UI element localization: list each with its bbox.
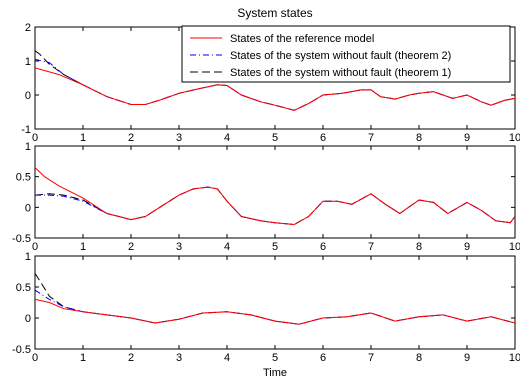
series-line-reference bbox=[35, 167, 515, 226]
x-tick-label: 5 bbox=[272, 352, 278, 364]
legend-label-theorem2: States of the system without fault (theo… bbox=[230, 50, 451, 62]
plot-area bbox=[34, 255, 516, 350]
y-tick-label: -0.5 bbox=[12, 233, 31, 245]
x-axis-label: Time bbox=[263, 367, 287, 378]
x-tick-label: 6 bbox=[320, 132, 326, 144]
y-tick-label: 0 bbox=[25, 313, 31, 325]
y-tick-label: 0.5 bbox=[16, 282, 31, 294]
x-tick-label: 6 bbox=[320, 352, 326, 364]
plot-area bbox=[34, 145, 516, 239]
x-tick-label: 4 bbox=[224, 132, 230, 144]
x-tick-label: 10 bbox=[509, 132, 520, 144]
x-tick-label: 10 bbox=[509, 352, 520, 364]
x-tick-label: 8 bbox=[416, 132, 422, 144]
x-tick-label: 10 bbox=[509, 241, 520, 253]
x-tick-label: 0 bbox=[32, 352, 38, 364]
legend-box bbox=[181, 25, 511, 83]
x-tick-label: 4 bbox=[224, 352, 230, 364]
figure-title: System states bbox=[237, 6, 312, 20]
y-tick-label: 0 bbox=[25, 202, 31, 214]
x-tick-label: 3 bbox=[176, 132, 182, 144]
x-tick-label: 1 bbox=[80, 132, 86, 144]
y-tick-label: 1 bbox=[25, 56, 31, 68]
x-tick-label: 1 bbox=[80, 241, 86, 253]
y-tick-label: 2 bbox=[25, 22, 31, 34]
legend-label-reference: States of the reference model bbox=[230, 33, 374, 45]
y-tick-label: 0.5 bbox=[16, 172, 31, 184]
x-tick-label: 9 bbox=[464, 352, 470, 364]
legend-label-theorem1: States of the system without fault (theo… bbox=[230, 67, 451, 79]
y-tick-label: 1 bbox=[25, 251, 31, 263]
x-tick-label: 7 bbox=[368, 132, 374, 144]
y-tick-label: -0.5 bbox=[12, 344, 31, 356]
x-tick-label: 3 bbox=[176, 352, 182, 364]
x-tick-label: 9 bbox=[464, 241, 470, 253]
y-tick-label: 0 bbox=[25, 90, 31, 102]
x-tick-label: 4 bbox=[224, 241, 230, 253]
x-tick-label: 7 bbox=[368, 241, 374, 253]
y-tick-label: -1 bbox=[21, 124, 31, 136]
x-tick-label: 6 bbox=[320, 241, 326, 253]
bottom-subplot: 0 1 2 3 4 5 6 7 8 9 10-0.500.51 bbox=[12, 251, 520, 364]
x-tick-label: 1 bbox=[80, 352, 86, 364]
x-tick-label: 0 bbox=[32, 132, 38, 144]
x-tick-label: 3 bbox=[176, 241, 182, 253]
series-line-reference bbox=[35, 298, 515, 325]
x-tick-label: 2 bbox=[128, 352, 134, 364]
x-tick-label: 8 bbox=[416, 352, 422, 364]
series-line-reference bbox=[35, 67, 515, 111]
x-tick-label: 2 bbox=[128, 241, 134, 253]
x-tick-label: 8 bbox=[416, 241, 422, 253]
x-tick-label: 0 bbox=[32, 241, 38, 253]
middle-subplot: 0 1 2 3 4 5 6 7 8 9 10-0.500.51 bbox=[12, 141, 520, 253]
x-tick-label: 2 bbox=[128, 132, 134, 144]
y-tick-label: 1 bbox=[25, 141, 31, 153]
legend: States of the reference model States of … bbox=[181, 25, 511, 83]
x-tick-label: 7 bbox=[368, 352, 374, 364]
x-tick-label: 5 bbox=[272, 241, 278, 253]
x-tick-label: 9 bbox=[464, 132, 470, 144]
x-tick-label: 5 bbox=[272, 132, 278, 144]
